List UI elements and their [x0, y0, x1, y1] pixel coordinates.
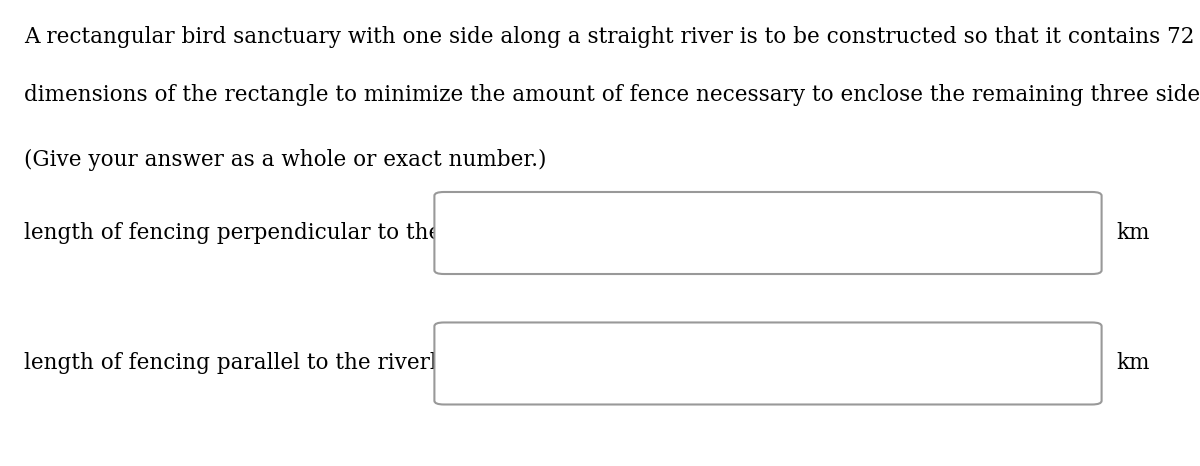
FancyBboxPatch shape — [434, 322, 1102, 404]
Text: length of fencing parallel to the riverbank:: length of fencing parallel to the riverb… — [24, 352, 491, 375]
Text: km: km — [1116, 352, 1150, 375]
FancyBboxPatch shape — [434, 192, 1102, 274]
Text: (Give your answer as a whole or exact number.): (Give your answer as a whole or exact nu… — [24, 149, 546, 171]
Text: dimensions of the rectangle to minimize the amount of fence necessary to enclose: dimensions of the rectangle to minimize … — [24, 84, 1200, 106]
Text: km: km — [1116, 222, 1150, 244]
Text: length of fencing perpendicular to the riverbank:: length of fencing perpendicular to the r… — [24, 222, 562, 244]
Text: A rectangular bird sanctuary with one side along a straight river is to be const: A rectangular bird sanctuary with one si… — [24, 26, 1200, 48]
